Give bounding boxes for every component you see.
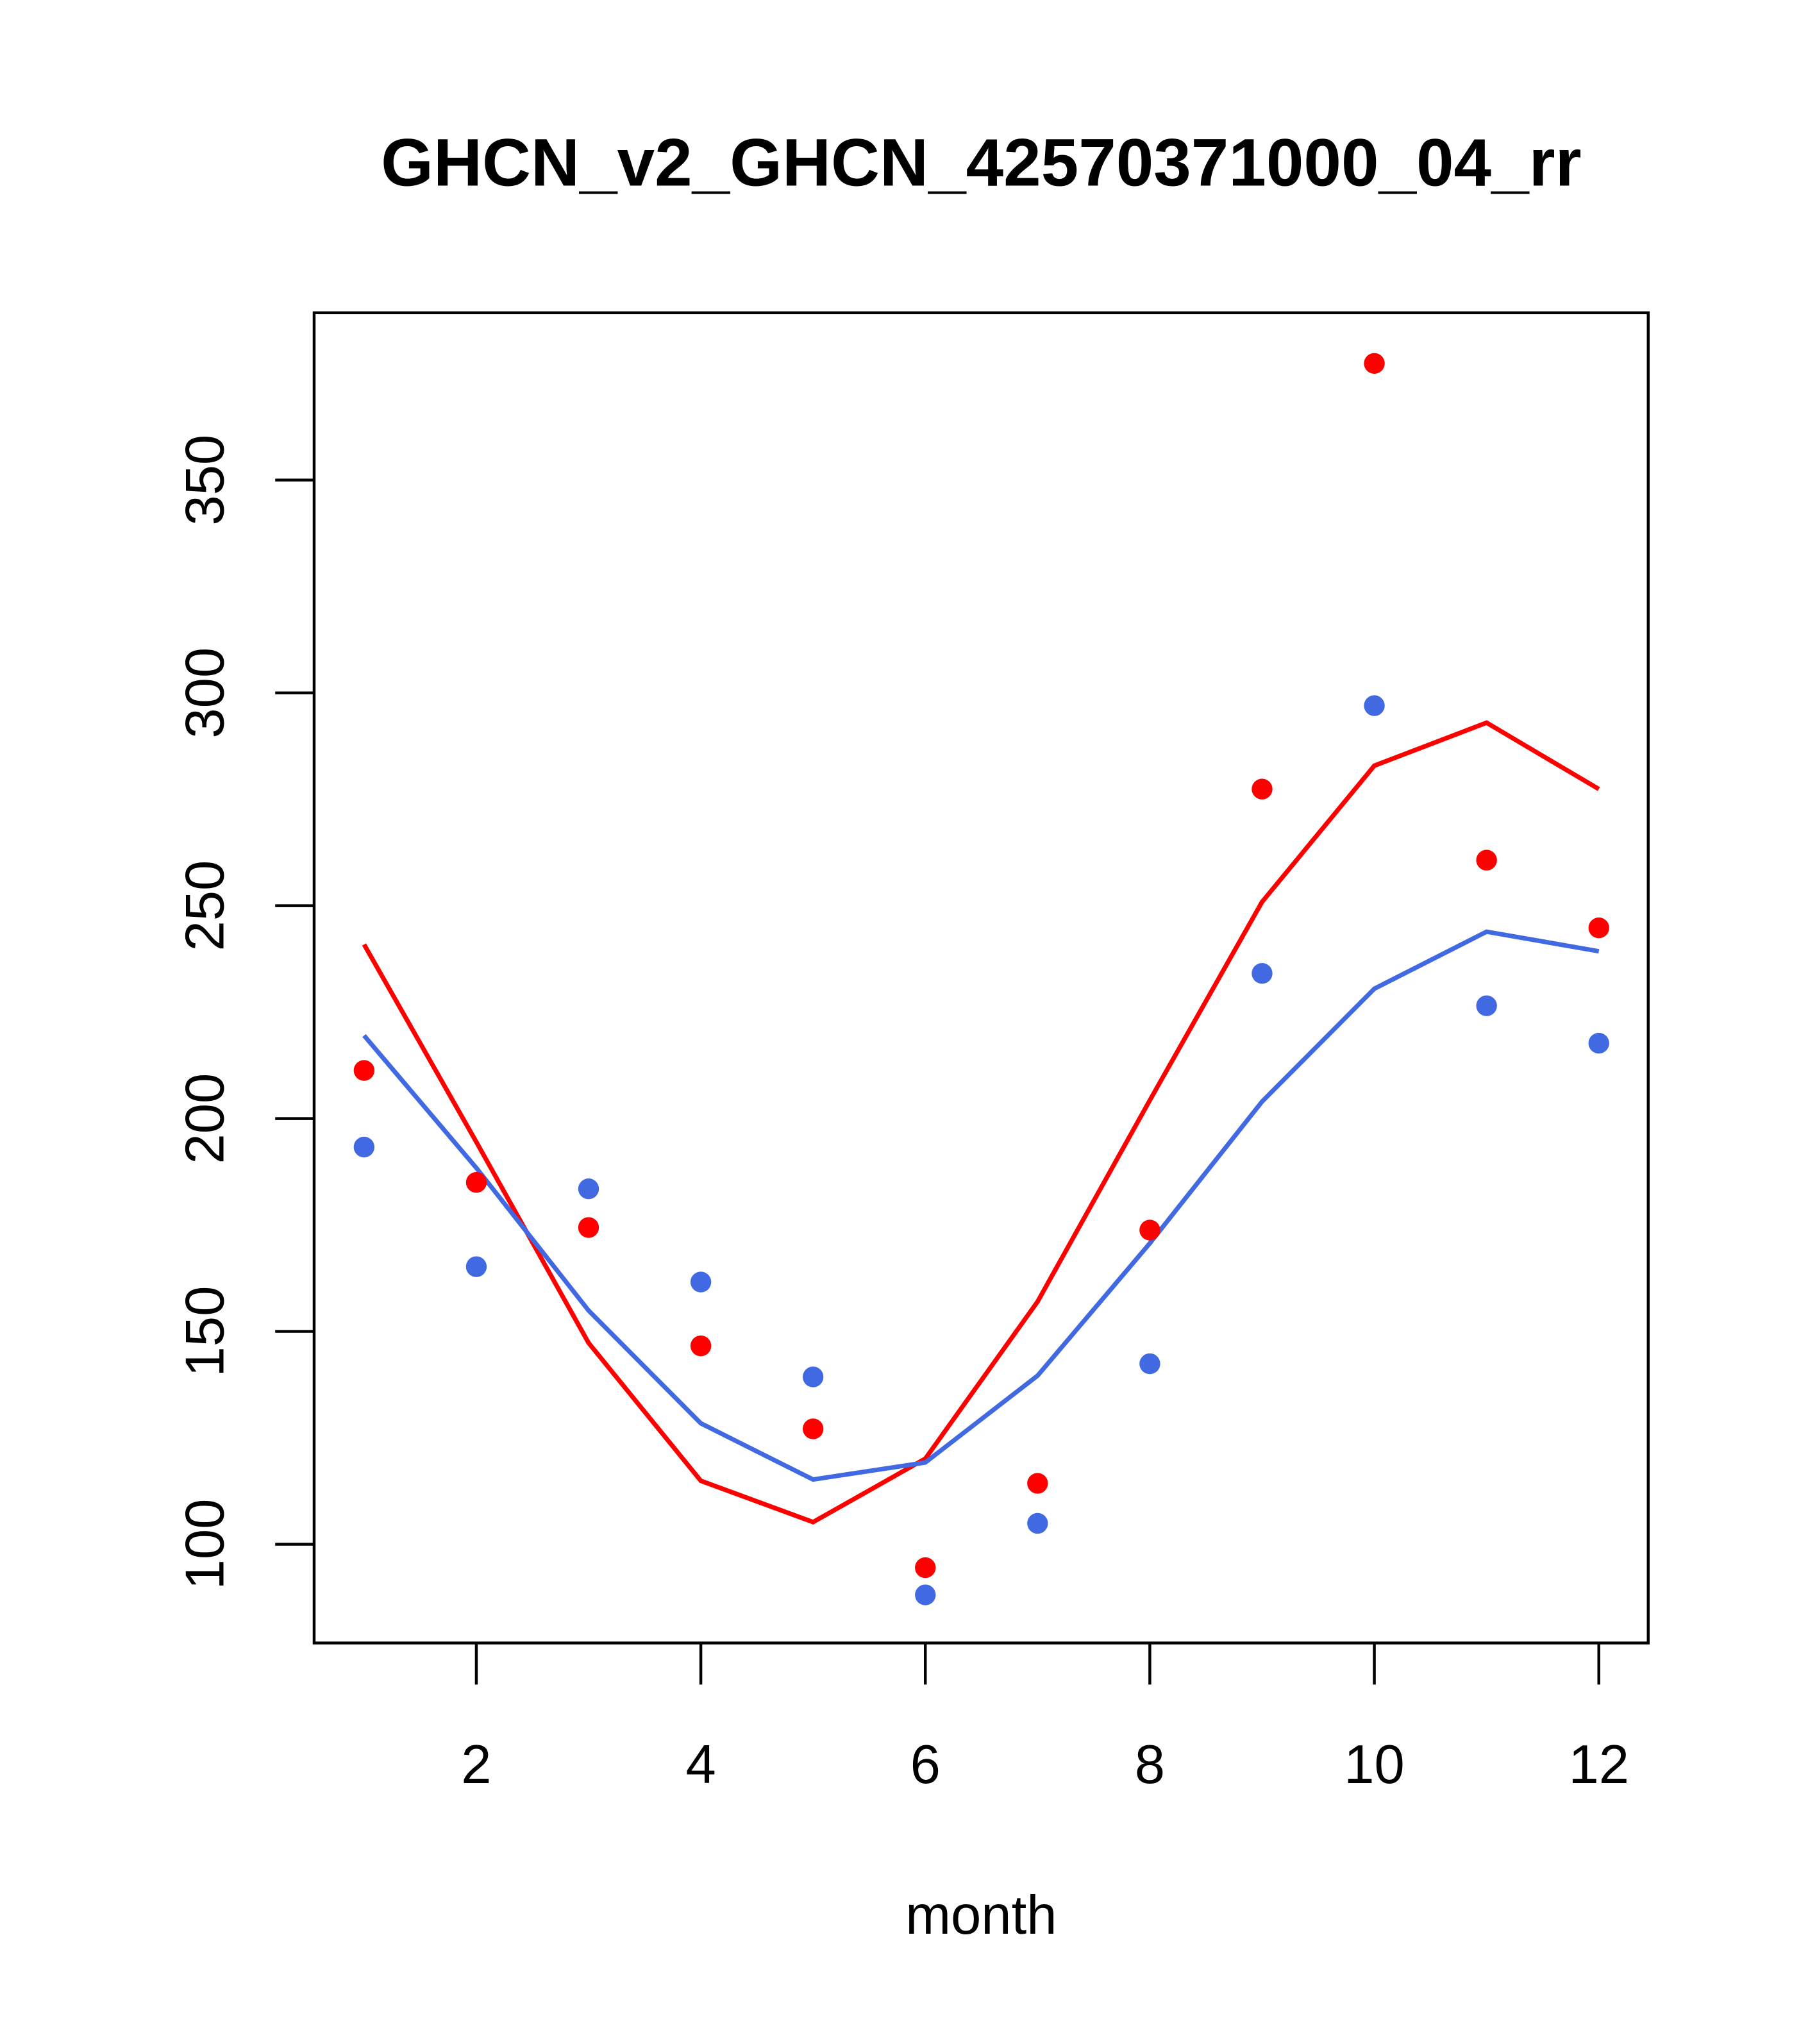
data-point [578, 1217, 599, 1238]
y-tick-label: 250 [174, 860, 235, 951]
data-point [1252, 778, 1273, 800]
y-tick-label: 350 [174, 435, 235, 526]
x-axis-label: month [905, 1885, 1057, 1946]
x-tick-label: 6 [910, 1734, 941, 1795]
data-point [1588, 1032, 1609, 1054]
data-point [915, 1584, 936, 1605]
data-point [802, 1366, 824, 1387]
x-tick-label: 12 [1568, 1734, 1629, 1795]
y-tick-label: 300 [174, 648, 235, 739]
y-tick-label: 150 [174, 1286, 235, 1377]
data-point [802, 1418, 824, 1439]
data-point [465, 1256, 487, 1277]
data-point [578, 1178, 599, 1200]
data-point [1364, 695, 1385, 716]
data-point [1476, 850, 1497, 871]
series-line [362, 720, 1600, 1525]
data-point [1588, 917, 1609, 939]
x-tick-label: 10 [1344, 1734, 1405, 1795]
data-point [1364, 353, 1385, 374]
data-point [353, 1136, 375, 1158]
x-tick-label: 8 [1135, 1734, 1165, 1795]
series-line [362, 929, 1600, 1482]
data-point [465, 1171, 487, 1193]
data-point [353, 1060, 375, 1081]
data-point [690, 1335, 712, 1357]
data-point [1252, 963, 1273, 984]
data-point [1027, 1512, 1048, 1534]
x-tick-label: 4 [685, 1734, 716, 1795]
data-point [690, 1271, 712, 1293]
data-point [1476, 995, 1497, 1016]
chart-title: GHCN_v2_GHCN_42570371000_04_rr [381, 125, 1581, 200]
plot-frame [312, 311, 1650, 1645]
data-point [1027, 1473, 1048, 1494]
plot-area: 2 4 6 8 10 12 100 150 200 250 300 350 [174, 353, 1629, 1795]
data-point [915, 1557, 936, 1579]
y-tick-label: 200 [174, 1073, 235, 1164]
data-point [1139, 1219, 1160, 1241]
y-tick-label: 100 [174, 1499, 235, 1590]
x-tick-label: 2 [461, 1734, 491, 1795]
data-point [1139, 1353, 1160, 1375]
